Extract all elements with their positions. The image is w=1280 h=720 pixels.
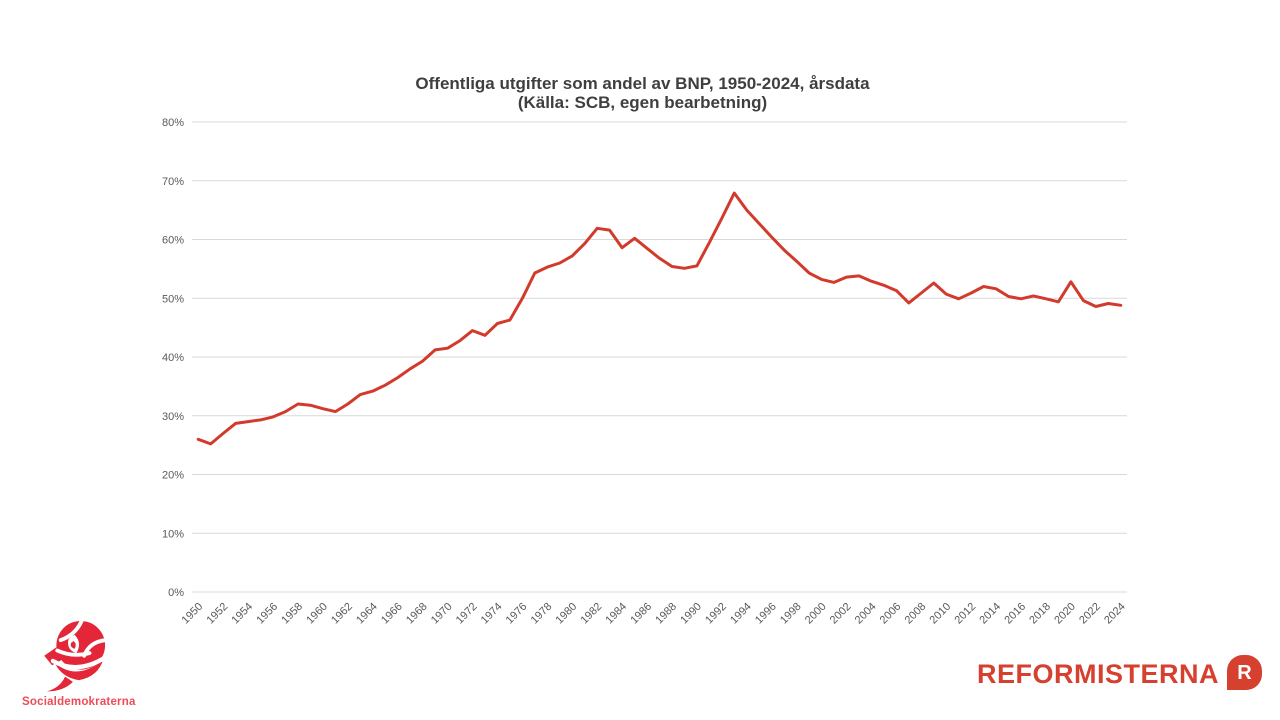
x-axis-label: 2020 [1052,601,1078,627]
x-axis-label: 1978 [529,601,555,627]
x-axis-label: 1966 [379,601,405,627]
x-axis-label: 1950 [180,601,206,627]
rose-icon [44,619,108,692]
x-axis-label: 1962 [329,601,355,627]
x-axis-label: 1982 [578,601,604,627]
x-axis-label: 1984 [603,601,629,627]
x-axis-label: 1976 [504,601,530,627]
x-axis-label: 1986 [628,601,654,627]
chart-title: Offentliga utgifter som andel av BNP, 19… [175,74,1110,112]
x-axis-label: 2014 [977,601,1003,627]
y-axis-label: 80% [162,117,184,129]
y-axis-label: 30% [162,411,184,423]
y-axis-label: 0% [168,587,184,599]
x-axis-label: 2008 [903,601,929,627]
x-axis-label: 1996 [753,601,779,627]
reformisterna-badge-letter: R [1237,661,1252,684]
x-axis-label: 1964 [354,601,380,627]
x-axis-label: 1972 [454,601,480,627]
x-axis-label: 2022 [1077,601,1103,627]
chart-title-line1: Offentliga utgifter som andel av BNP, 19… [415,74,870,93]
line-chart: 0%10%20%30%40%50%60%70%80%1950 1952 1954 19… [162,117,1128,627]
chart-title-line2: (Källa: SCB, egen bearbetning) [517,93,768,112]
y-axis-label: 20% [162,470,184,482]
x-axis-label: 2010 [928,601,954,627]
socialdemokraterna-logo: Socialdemokraterna [22,614,152,708]
x-axis-label: 2012 [952,601,978,627]
x-axis-label: 1998 [778,601,804,627]
y-axis-label: 50% [162,293,184,305]
x-axis-label: 2000 [803,601,829,627]
x-axis-label: 1954 [229,601,255,627]
y-axis-label: 70% [162,176,184,188]
x-axis-label: 1980 [554,601,580,627]
reformisterna-logo: REFORMISTERNA R [977,655,1262,690]
x-axis-label: 1968 [404,601,430,627]
x-axis-label: 1990 [678,601,704,627]
reformisterna-wordmark: REFORMISTERNA [977,659,1219,689]
x-axis-label: 2016 [1002,601,1028,627]
y-axis-label: 10% [162,528,184,540]
x-axis-label: 1960 [304,601,330,627]
x-axis-label: 2006 [878,601,904,627]
y-axis-label: 60% [162,235,184,247]
x-axis-label: 1956 [254,601,280,627]
x-axis-label: 1958 [279,601,305,627]
x-axis-label: 1992 [703,601,729,627]
data-series-line [196,191,1123,446]
reformisterna-r-badge-icon: R [1227,655,1262,690]
x-axis-label: 2004 [853,601,879,627]
x-axis-label: 1952 [204,601,230,627]
x-axis-label: 1994 [728,601,754,627]
x-axis-label: 1988 [653,601,679,627]
x-axis-label: 1974 [479,601,505,627]
x-axis-label: 2002 [828,601,854,627]
x-axis-label: 2024 [1102,601,1128,627]
x-axis-label: 1970 [429,601,455,627]
socialdemokraterna-wordmark: Socialdemokraterna [22,696,136,708]
y-axis-label: 40% [162,352,184,364]
x-axis-label: 2018 [1027,601,1053,627]
